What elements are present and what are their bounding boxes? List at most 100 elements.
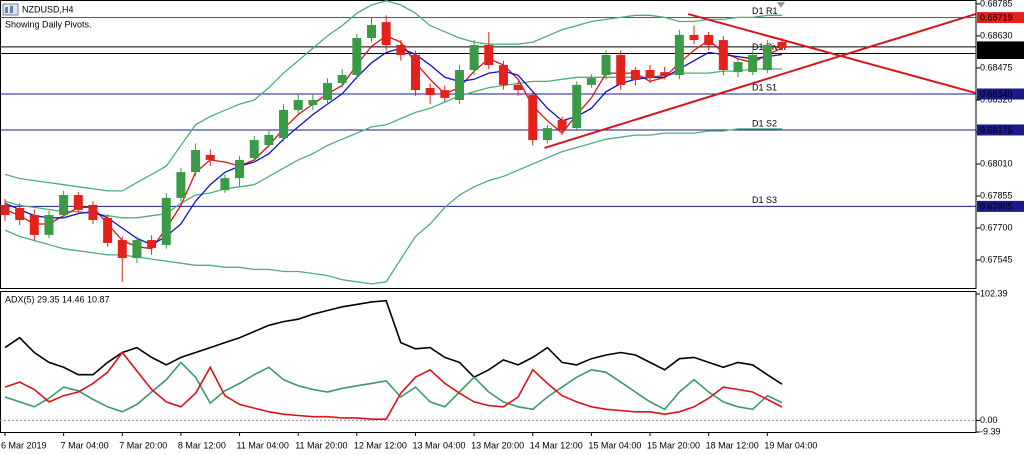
- candle-body: [337, 74, 347, 84]
- candle-body: [469, 45, 479, 71]
- candle-body: [748, 54, 758, 73]
- candle-body: [718, 40, 728, 71]
- x-tick-label: 15 Mar 04:00: [588, 440, 641, 450]
- x-tick-label: 11 Mar 04:00: [237, 440, 289, 450]
- candle-body: [323, 83, 333, 100]
- trendline: [544, 13, 976, 149]
- candle-body: [293, 99, 303, 110]
- candle-body: [0, 204, 10, 216]
- candle-body: [498, 65, 508, 85]
- candle-body: [542, 128, 552, 141]
- candle-body: [117, 240, 127, 259]
- price-tag-label: 0.67805: [980, 201, 1013, 211]
- indicator-title: ADX(5) 29.35 14.46 10.87: [5, 294, 110, 304]
- candle-body: [367, 24, 376, 39]
- x-tick-label: 6 Mar 2019: [1, 440, 47, 450]
- candle-body: [73, 195, 83, 210]
- y-tick-label: 0.68630: [980, 30, 1013, 40]
- indicator-line: [4, 299, 783, 385]
- candle-body: [191, 149, 201, 173]
- x-tick-label: 14 Mar 12:00: [530, 440, 583, 450]
- candle-body: [528, 95, 538, 141]
- icon-bar: [5, 7, 8, 13]
- x-tick-label: 19 Mar 04:00: [764, 440, 817, 450]
- candle-body: [176, 172, 186, 198]
- candle-body: [425, 88, 435, 96]
- price-tag: [977, 41, 1024, 53]
- candle-body: [264, 134, 274, 146]
- symbol-icon: [2, 3, 19, 16]
- price-tag: [977, 124, 1024, 136]
- x-tick-label: 7 Mar 04:00: [61, 440, 109, 450]
- candle-body: [59, 195, 69, 216]
- candle-body: [147, 240, 157, 248]
- x-tick-label: 8 Mar 12:00: [178, 440, 226, 450]
- x-tick-label: 11 Mar 20:00: [295, 440, 347, 450]
- price-panel-frame: [0, 0, 977, 289]
- price-tag-label: 0.68577: [980, 42, 1013, 52]
- x-tick-label: 15 Mar 20:00: [647, 440, 700, 450]
- candle-body: [762, 45, 772, 71]
- x-tick-label: 7 Mar 20:00: [119, 440, 167, 450]
- price-tag-label: 0.68545: [980, 48, 1013, 58]
- pivot-label: D1 S2: [752, 118, 777, 128]
- price-tag: [977, 48, 1024, 60]
- price-tag-label: 0.68175: [980, 125, 1013, 135]
- overlay-line: [4, 0, 782, 192]
- candle-body: [557, 120, 567, 130]
- icon-bar: [10, 6, 13, 13]
- candle-body: [132, 240, 142, 259]
- candle-body: [161, 197, 171, 246]
- candle-body: [44, 215, 54, 235]
- candle-body: [235, 159, 245, 179]
- pivot-label: D1 S1: [752, 82, 777, 92]
- y-tick-label: 0.68785: [980, 0, 1013, 8]
- y-tick-label: 0.68475: [980, 62, 1013, 72]
- candle-body: [410, 54, 420, 91]
- price-tag: [977, 200, 1024, 212]
- chart-title: NZDUSD,H4: [22, 4, 74, 14]
- y-tick-label: 102.39: [980, 288, 1008, 298]
- candle-body: [660, 72, 670, 77]
- y-tick-label: 0.67700: [980, 222, 1013, 232]
- trendline: [687, 13, 976, 94]
- indicator-line: [4, 351, 783, 421]
- indicator-line: [4, 361, 783, 413]
- price-tag: [977, 12, 1024, 24]
- candle-body: [484, 45, 494, 66]
- y-tick-label: -9.39: [980, 426, 1001, 436]
- candle-body: [15, 208, 25, 221]
- x-tick-label: 13 Mar 20:00: [471, 440, 524, 450]
- candle-body: [249, 140, 259, 159]
- candle-body: [645, 70, 655, 79]
- price-tag-label: 0.68349: [980, 89, 1013, 99]
- candle-body: [601, 54, 611, 75]
- candle-body: [220, 178, 230, 191]
- candle-body: [733, 61, 743, 73]
- shift-marker: [777, 2, 785, 8]
- candle-body: [381, 22, 391, 46]
- candle-body: [454, 70, 464, 100]
- chart-subtitle: Showing Daily Pivots.: [5, 19, 92, 29]
- candle-body: [396, 45, 406, 55]
- candle-body: [674, 34, 684, 75]
- x-tick-label: 13 Mar 04:00: [412, 440, 465, 450]
- y-tick-label: 0.00: [980, 415, 998, 425]
- candle-body: [513, 84, 523, 91]
- candle-body: [689, 34, 699, 41]
- pivot-label: D1 R1: [752, 6, 778, 16]
- candle-body: [205, 154, 215, 160]
- candle-body: [308, 99, 318, 105]
- candle-body: [352, 38, 362, 75]
- candle-body: [279, 109, 289, 139]
- y-tick-label: 0.67545: [980, 254, 1013, 264]
- y-tick-label: 0.68010: [980, 158, 1013, 168]
- adx-panel-frame: [0, 291, 977, 433]
- candle-body: [586, 78, 596, 85]
- x-tick-label: 18 Mar 12:00: [706, 440, 759, 450]
- candle-body: [29, 215, 39, 235]
- y-tick-label: 0.67855: [980, 190, 1013, 200]
